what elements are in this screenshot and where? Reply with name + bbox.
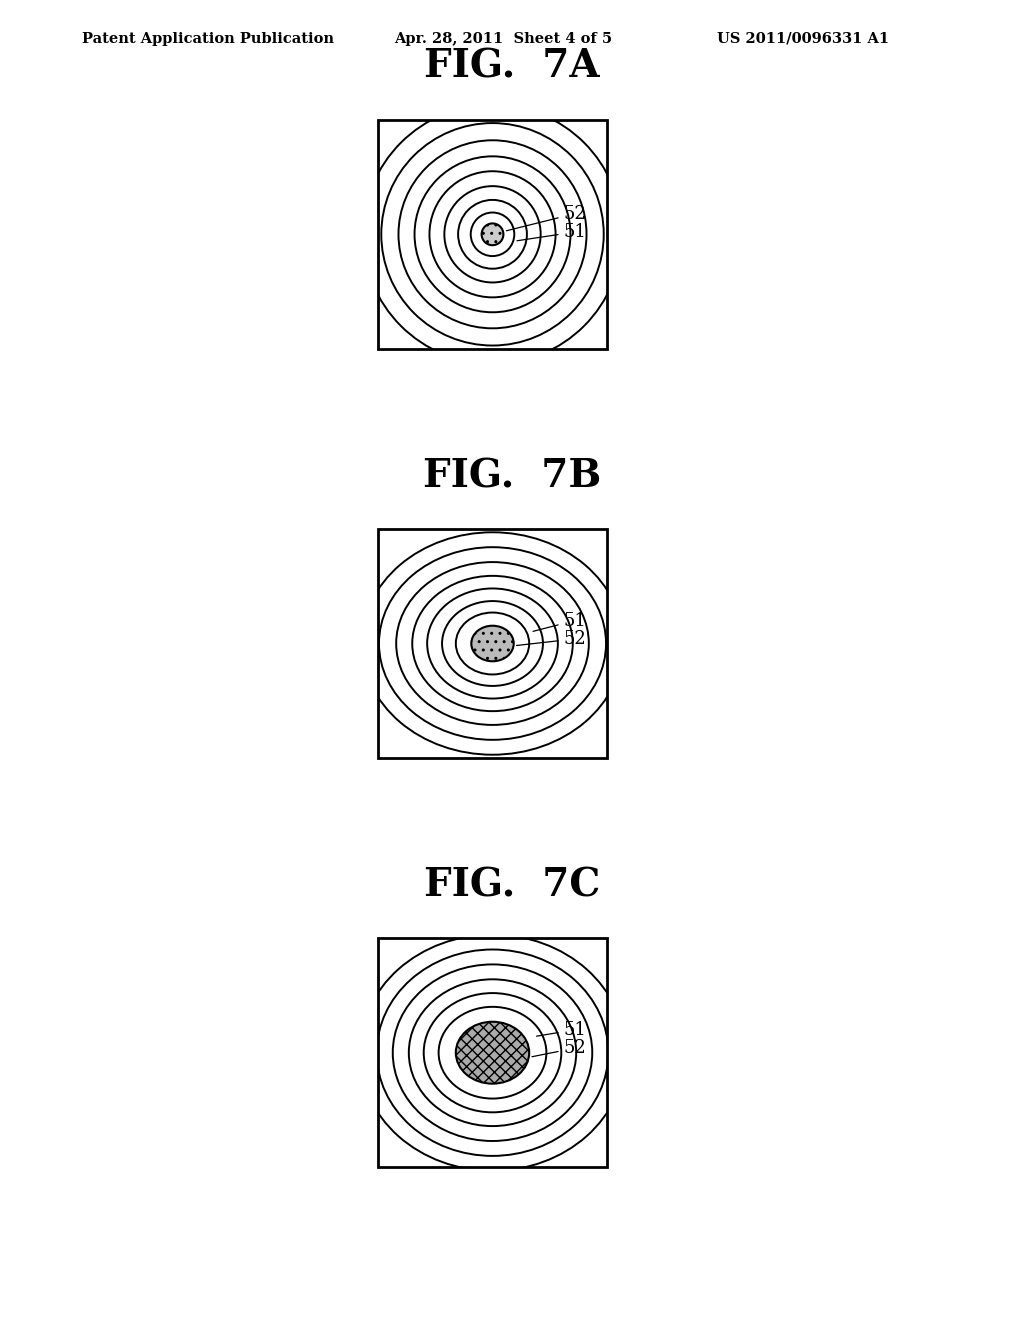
Text: 51: 51: [534, 611, 587, 631]
Bar: [378, 529, 607, 758]
Text: FIG.  7A: FIG. 7A: [424, 48, 600, 86]
Text: US 2011/0096331 A1: US 2011/0096331 A1: [717, 32, 889, 46]
Text: 51: 51: [537, 1020, 587, 1039]
Text: FIG.  7B: FIG. 7B: [423, 457, 601, 495]
Text: 52: 52: [531, 1039, 587, 1057]
Text: FIG.  7C: FIG. 7C: [424, 866, 600, 904]
Text: 51: 51: [517, 223, 587, 242]
Text: Patent Application Publication: Patent Application Publication: [82, 32, 334, 46]
Text: 52: 52: [507, 205, 587, 231]
Ellipse shape: [481, 223, 504, 246]
Ellipse shape: [471, 626, 514, 661]
Bar: [378, 120, 607, 348]
Ellipse shape: [456, 1022, 529, 1084]
Bar: [378, 939, 607, 1167]
Text: Apr. 28, 2011  Sheet 4 of 5: Apr. 28, 2011 Sheet 4 of 5: [394, 32, 612, 46]
Text: 52: 52: [516, 630, 587, 648]
